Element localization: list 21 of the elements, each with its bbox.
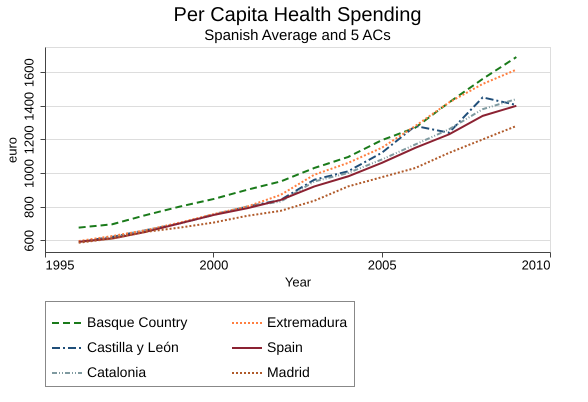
x-axis-title: Year bbox=[284, 274, 312, 290]
legend-label: Extremadura bbox=[267, 314, 348, 330]
y-axis-title: euro bbox=[4, 136, 20, 164]
x-tick-label: 1995 bbox=[46, 258, 74, 272]
y-tick-label: 1200 bbox=[22, 125, 36, 154]
x-tick-label: 2000 bbox=[199, 258, 228, 272]
y-tick-label: 800 bbox=[22, 196, 36, 218]
chart-title: Per Capita Health Spending bbox=[174, 4, 422, 26]
legend-label: Castilla y León bbox=[87, 339, 179, 355]
x-tick-label: 2010 bbox=[522, 258, 550, 272]
legend-label: Madrid bbox=[267, 364, 310, 380]
legend-label: Catalonia bbox=[87, 364, 146, 380]
y-tick-label: 1000 bbox=[22, 159, 36, 188]
x-tick-label: 2005 bbox=[368, 258, 397, 272]
legend-label: Spain bbox=[267, 339, 303, 355]
legend-label: Basque Country bbox=[87, 314, 188, 330]
chart-subtitle: Spanish Average and 5 ACs bbox=[204, 27, 391, 44]
line-series bbox=[78, 124, 518, 244]
y-tick-label: 1400 bbox=[22, 92, 36, 121]
y-tick-label: 600 bbox=[22, 230, 36, 252]
y-tick-label: 1600 bbox=[22, 58, 36, 88]
